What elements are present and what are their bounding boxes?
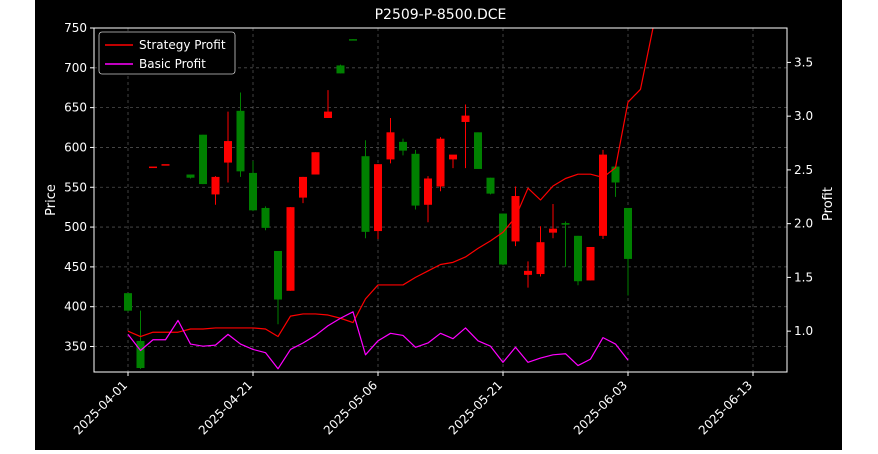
y-tick-label: 700 (64, 61, 87, 75)
candle-up (161, 164, 170, 166)
candlestick-chart: P2509-P-8500.DCE 350 400 450 500 550 600 650 70… (44, 7, 836, 437)
candle-down (136, 340, 145, 369)
y-tick-label: 350 (64, 340, 87, 354)
candle-up (374, 164, 382, 232)
y2-tick-label: 1.0 (794, 324, 813, 338)
candle-down (349, 39, 357, 41)
candle-up (211, 176, 220, 195)
legend-label: Strategy Profit (139, 38, 226, 52)
strategy-profit-line (127, 27, 654, 338)
candle-up (424, 178, 432, 205)
candle-down (399, 141, 407, 151)
candle-up (436, 138, 445, 187)
candle-down (274, 250, 282, 300)
candle-up (311, 152, 320, 175)
candle-up (224, 141, 232, 163)
chart-title: P2509-P-8500.DCE (375, 7, 507, 23)
candle-up (599, 154, 607, 236)
x-tick-label: 2025-04-21 (196, 378, 255, 437)
y-tick-label: 550 (64, 180, 87, 194)
candle-up (386, 132, 395, 160)
y2-tick-label: 3.0 (794, 109, 813, 123)
axes-layer: 350 400 450 500 550 600 650 700 750 2025-04-01 202… (64, 21, 813, 437)
x-tick-label: 2025-06-03 (571, 378, 630, 437)
candle-up (511, 196, 520, 242)
candle-down (236, 110, 245, 172)
candle-down (561, 223, 570, 225)
candle-up (549, 228, 557, 233)
candle-down (411, 153, 420, 206)
candle-down (611, 166, 620, 183)
y-tick-label: 400 (64, 300, 87, 314)
y-axis-label: Price (44, 184, 59, 216)
candle-up (449, 154, 457, 160)
x-tick-label: 2025-05-06 (321, 378, 380, 437)
y2-tick-label: 3.5 (794, 55, 813, 69)
y2-tick-label: 2.5 (794, 163, 813, 177)
y2-tick-label: 2.0 (794, 217, 813, 231)
y2-tick-label: 1.5 (794, 270, 813, 284)
y-tick-label: 750 (64, 21, 87, 35)
candle-up (299, 176, 307, 198)
candle-down (499, 213, 507, 265)
candle-down (474, 132, 482, 169)
candle-up (536, 242, 545, 275)
candle-down (261, 207, 270, 228)
plot-frame (93, 27, 788, 373)
legend: Strategy Profit Basic Profit (98, 31, 236, 75)
x-tick-label: 2025-05-21 (446, 378, 505, 437)
y-tick-label: 600 (64, 140, 87, 154)
y-tick-label: 450 (64, 260, 87, 274)
candle-up (149, 166, 157, 169)
chart-figure: P2509-P-8500.DCE 350 400 450 500 550 600 650 70… (35, 0, 842, 450)
candle-up (461, 115, 470, 122)
candle-up (286, 207, 295, 291)
candle-down (486, 177, 495, 194)
y-tick-label: 500 (64, 220, 87, 234)
x-tick-label: 2025-06-13 (696, 378, 755, 437)
candles-layer (124, 39, 632, 369)
candle-down (199, 134, 207, 185)
candle-down (361, 156, 370, 232)
candle-down (574, 235, 582, 282)
candle-down (186, 174, 195, 178)
candle-up (324, 111, 332, 118)
legend-label: Basic Profit (139, 57, 206, 71)
basic-profit-line (127, 311, 629, 370)
candle-up (524, 270, 532, 275)
grid-lines (94, 27, 787, 372)
x-tick-label: 2025-04-01 (71, 378, 130, 437)
candle-down (336, 65, 345, 74)
candle-down (249, 172, 257, 211)
y-tick-label: 650 (64, 101, 87, 115)
candle-down (124, 293, 132, 311)
candle-up (586, 246, 595, 281)
y2-axis-label: Profit (821, 187, 836, 221)
candle-down (624, 207, 632, 259)
profit-lines-layer (127, 27, 654, 370)
